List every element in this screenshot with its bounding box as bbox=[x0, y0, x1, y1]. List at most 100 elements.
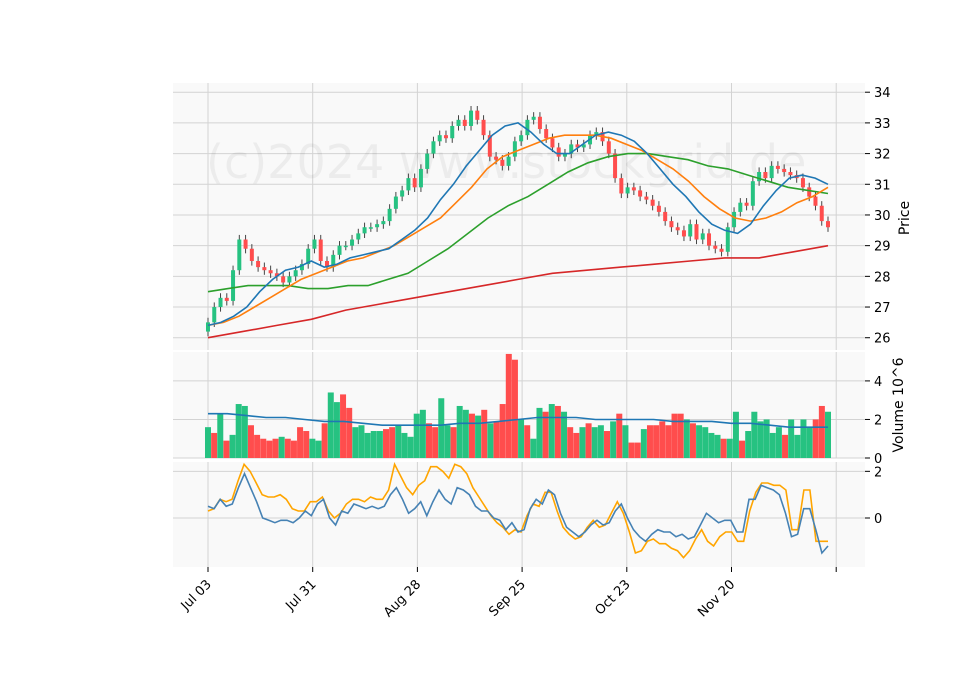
volume-bar-down bbox=[782, 434, 789, 458]
volume-bar-down bbox=[604, 431, 611, 458]
volume-axis-title: Volume 10^6 bbox=[891, 357, 907, 452]
candle-down bbox=[744, 202, 749, 206]
volume-bar-up bbox=[745, 431, 752, 458]
candle-up bbox=[688, 224, 693, 237]
volume-bar-up bbox=[640, 429, 647, 458]
candle-down bbox=[575, 144, 580, 148]
volume-bar-down bbox=[689, 423, 696, 458]
candle-down bbox=[713, 245, 718, 249]
volume-bar-down bbox=[499, 404, 506, 458]
volume-bar-down bbox=[573, 432, 580, 458]
candle-up bbox=[469, 110, 474, 126]
volume-bar-up bbox=[683, 419, 690, 458]
volume-bar-up bbox=[825, 411, 831, 458]
volume-bar-up bbox=[419, 409, 426, 458]
volume-bar-up bbox=[530, 438, 537, 458]
candle-up bbox=[431, 141, 436, 154]
candle-down bbox=[462, 119, 467, 126]
volume-bar-down bbox=[585, 423, 592, 458]
candle-down bbox=[800, 178, 805, 188]
volume-bar-down bbox=[634, 442, 641, 458]
volume-bar-up bbox=[315, 440, 322, 458]
volume-bar-up bbox=[518, 419, 525, 458]
volume-bar-up bbox=[702, 427, 709, 458]
x-tick-label: Aug 28 bbox=[381, 577, 424, 620]
price-axis-title: Price bbox=[897, 201, 913, 235]
candle-down bbox=[775, 165, 780, 169]
candle-down bbox=[675, 227, 680, 231]
volume-bar-down bbox=[505, 353, 512, 458]
volume-bar-up bbox=[726, 438, 733, 458]
candle-down bbox=[256, 261, 261, 268]
price-panel-bg bbox=[173, 83, 865, 350]
candle-down bbox=[613, 153, 618, 179]
volume-bar-up bbox=[714, 434, 721, 458]
indicator-fast-line bbox=[207, 471, 829, 555]
price-y-tick-label: 28 bbox=[874, 270, 891, 285]
candle-up bbox=[531, 116, 536, 120]
candle-up bbox=[368, 227, 373, 229]
candle-up bbox=[387, 208, 392, 222]
volume-bar-down bbox=[653, 425, 660, 458]
volume-bar-down bbox=[303, 431, 310, 458]
volume-bar-up bbox=[205, 427, 211, 458]
candle-up bbox=[456, 119, 461, 126]
volume-bar-up bbox=[217, 413, 224, 458]
candle-up bbox=[732, 211, 737, 228]
volume-bar-up bbox=[775, 427, 782, 458]
price-y-tick-label: 26 bbox=[874, 332, 891, 347]
volume-bar-up bbox=[456, 405, 463, 458]
volume-bar-down bbox=[677, 413, 684, 458]
volume-bar-up bbox=[732, 411, 739, 458]
volume-bar-up bbox=[407, 436, 414, 458]
ma20-line bbox=[207, 134, 829, 327]
volume-bar-down bbox=[290, 440, 297, 458]
volume-bar-up bbox=[696, 425, 703, 458]
candle-up bbox=[738, 202, 743, 212]
candle-down bbox=[788, 172, 793, 176]
candle-up bbox=[437, 135, 442, 142]
candle-up bbox=[337, 245, 342, 255]
candle-down bbox=[813, 196, 818, 206]
indicator-layer bbox=[207, 461, 829, 559]
volume-bar-up bbox=[806, 427, 813, 458]
volume-bar-down bbox=[254, 434, 261, 458]
volume-bar-down bbox=[554, 405, 561, 458]
price-y-tick-label: 32 bbox=[874, 148, 891, 163]
candle-up bbox=[293, 270, 298, 277]
candle-down bbox=[826, 221, 830, 228]
candle-up bbox=[306, 248, 311, 265]
ma10-line bbox=[207, 122, 829, 327]
candle-down bbox=[681, 230, 686, 237]
volume-bar-down bbox=[383, 429, 390, 458]
candle-down bbox=[631, 187, 636, 191]
candle-down bbox=[475, 110, 480, 120]
candle-down bbox=[481, 119, 486, 136]
candle-up bbox=[757, 172, 762, 182]
candle-down bbox=[318, 239, 323, 261]
volume-bar-down bbox=[542, 411, 549, 458]
candle-up bbox=[356, 233, 361, 240]
volume-bar-down bbox=[260, 438, 267, 458]
price-y-tick-label: 27 bbox=[874, 301, 891, 316]
candle-up bbox=[331, 254, 336, 268]
x-tick-label: Jul 03 bbox=[178, 577, 215, 614]
volume-bar-up bbox=[475, 415, 482, 458]
volume-bar-up bbox=[401, 432, 408, 458]
candle-down bbox=[619, 178, 624, 194]
volume-bar-up bbox=[352, 427, 359, 458]
candle-down bbox=[443, 135, 448, 139]
price-y-tick-label: 30 bbox=[874, 209, 891, 224]
volume-bar-down bbox=[665, 425, 672, 458]
candle-up bbox=[299, 264, 304, 271]
candle-up bbox=[525, 119, 530, 136]
volume-bar-up bbox=[444, 425, 451, 458]
volume-bar-down bbox=[468, 413, 475, 458]
candle-up bbox=[406, 178, 411, 191]
volume-bar-down bbox=[266, 440, 273, 458]
candle-down bbox=[281, 276, 286, 283]
volume-bar-up bbox=[536, 407, 543, 458]
candle-down bbox=[500, 159, 505, 166]
x-tick-label: Jul 31 bbox=[283, 577, 320, 614]
candle-down bbox=[324, 261, 329, 268]
